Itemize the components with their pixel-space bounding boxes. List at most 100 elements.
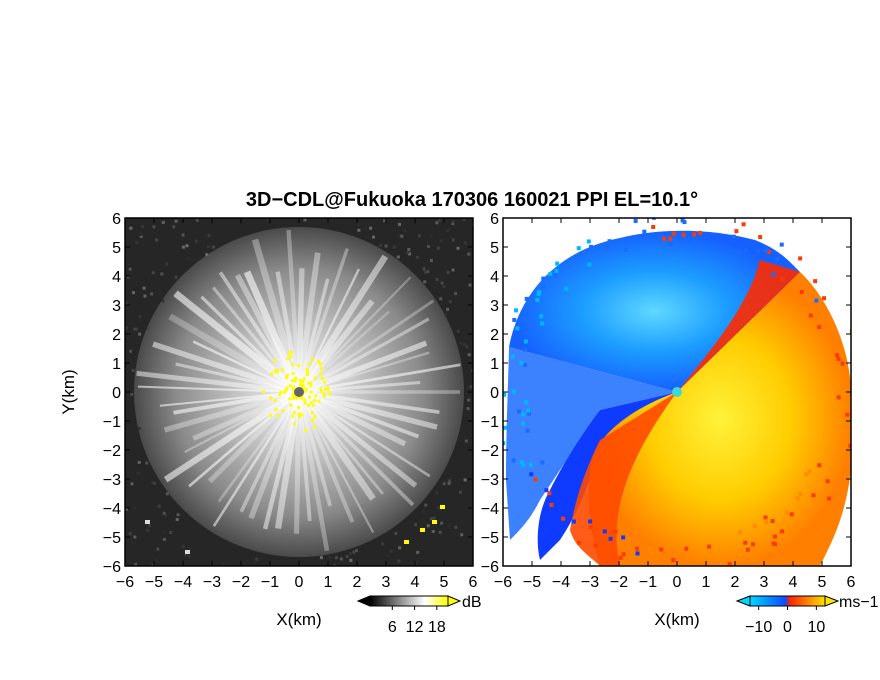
y-tick-label: −2 [481, 443, 499, 460]
beam-ray [212, 391, 301, 527]
beam-ray [298, 389, 438, 430]
velocity-speckle [827, 496, 832, 501]
noise-pixel [422, 267, 426, 271]
velocity-speckle [545, 517, 550, 522]
clutter-pixel [306, 373, 310, 377]
noise-pixel [151, 271, 155, 275]
velocity-speckle [682, 220, 687, 225]
x-tick-label: −6 [494, 574, 512, 591]
noise-pixel [153, 481, 157, 485]
noise-pixel [500, 334, 503, 337]
noise-pixel [396, 255, 400, 259]
y-tick-label: −2 [103, 443, 121, 460]
velocity-speckle [692, 240, 697, 245]
noise-pixel [211, 245, 215, 249]
velocity-speckle [836, 356, 841, 361]
beam-ray [298, 351, 430, 394]
clutter-pixel [317, 360, 321, 364]
clutter-pixel [326, 386, 330, 390]
right-axis-ticks: −6 −5 −4 −3 −2 −1 0 1 2 3 4 5 6 −6 −5 −4 −3 −2 −1 0 1 2 3 4 5 6 [481, 211, 856, 591]
velocity-speckle [668, 241, 673, 246]
y-tick-label: 3 [112, 298, 121, 315]
clutter-pixel [324, 387, 328, 391]
noise-pixel [113, 315, 116, 318]
clutter-pixel [279, 390, 283, 394]
clutter-pixel [308, 381, 312, 385]
noise-pixel [495, 264, 498, 267]
noise-pixel [93, 522, 96, 525]
noise-pixel [398, 546, 402, 550]
velocity-speckle [845, 412, 850, 417]
clutter-pixel [292, 385, 296, 389]
noise-pixel [130, 392, 134, 396]
noise-pixel [142, 286, 146, 290]
y-tick-label: −6 [481, 559, 499, 576]
velocity-colorbar-unit: ms−1 [839, 594, 879, 611]
velocity-speckle [811, 493, 816, 498]
clutter-pixel [274, 408, 278, 412]
y-tick-label: 0 [112, 385, 121, 402]
noise-pixel [447, 481, 451, 485]
noise-pixel [135, 241, 139, 245]
velocity-speckle [840, 361, 845, 366]
noise-pixel [451, 222, 455, 226]
noise-pixel [408, 252, 412, 256]
noise-pixel [181, 233, 185, 237]
noise-pixel [165, 492, 169, 496]
clutter-pixel [298, 378, 302, 382]
noise-pixel [195, 218, 199, 222]
velocity-speckle [576, 540, 581, 545]
beam-ray [163, 389, 300, 433]
y-tick-label: −5 [481, 530, 499, 547]
beam-ray [298, 380, 421, 394]
velocity-speckle [554, 268, 559, 273]
clutter-pixel [311, 404, 315, 408]
noise-pixel [208, 208, 211, 211]
clutter-pixel [311, 418, 315, 422]
velocity-speckle [540, 460, 545, 465]
noise-pixel [466, 386, 470, 390]
noise-pixel [403, 229, 407, 233]
noise-pixel [221, 187, 224, 190]
noise-pixel [105, 290, 108, 293]
clutter-pixel [301, 380, 305, 384]
velocity-speckle [607, 239, 612, 244]
noise-pixel [207, 174, 210, 177]
noise-pixel [348, 551, 352, 555]
noise-pixel [459, 341, 463, 345]
noise-pixel [424, 503, 428, 507]
velocity-speckle [524, 400, 529, 405]
noise-pixel [174, 219, 178, 223]
clutter-pixel [275, 413, 279, 417]
noise-pixel [151, 564, 155, 566]
clutter-pixel [281, 409, 285, 413]
velocity-speckle [807, 469, 812, 474]
noise-pixel [423, 225, 427, 229]
y-tick-label: 4 [112, 269, 121, 286]
velocity-speckle [773, 534, 778, 539]
noise-pixel [125, 301, 128, 305]
noise-pixel [465, 345, 469, 349]
velocity-speckle [522, 362, 527, 367]
clutter-pixel [293, 379, 297, 383]
beam-ray [297, 389, 418, 488]
noise-pixel [155, 238, 159, 242]
colorbar-tick-label: 6 [388, 619, 397, 636]
noise-pixel [429, 234, 433, 238]
clutter-pixel [297, 412, 301, 416]
clutter-pixel [270, 372, 274, 376]
noise-pixel [128, 359, 132, 363]
clutter-pixel [323, 394, 327, 398]
clutter-pixel [291, 392, 295, 396]
edge-echo-pixel [404, 540, 409, 544]
noise-pixel [189, 206, 192, 209]
noise-pixel [446, 307, 450, 311]
noise-pixel [289, 176, 292, 179]
noise-pixel [133, 506, 137, 510]
noise-pixel [358, 567, 361, 570]
beam-ray [136, 370, 300, 395]
y-tick-label: −3 [481, 472, 499, 489]
velocity-speckle [829, 475, 834, 480]
noise-pixel [169, 531, 173, 535]
clutter-pixel [300, 413, 304, 417]
